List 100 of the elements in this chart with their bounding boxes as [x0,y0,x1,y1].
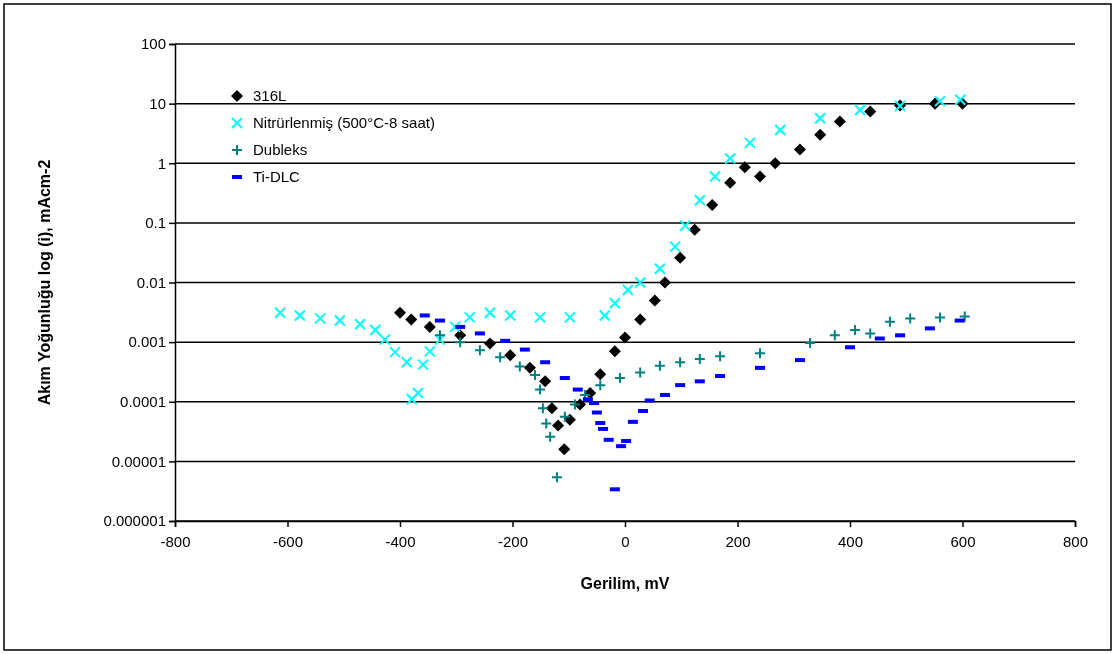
point [954,93,967,106]
point [333,314,346,327]
point [568,398,581,411]
point [293,309,306,322]
point [423,345,436,358]
point [714,350,727,363]
point [378,333,391,346]
point [828,329,841,342]
point [563,311,576,324]
point [550,471,563,484]
point [669,240,682,253]
point [417,358,430,371]
y-tick-label: 0.000001 [103,512,166,530]
point [754,170,766,183]
point [423,320,436,333]
point [540,417,553,430]
point [558,443,571,456]
y-tick-label: 0.001 [128,333,166,351]
point [463,311,476,324]
point [545,402,558,415]
point [864,105,877,118]
point [400,356,413,369]
point [473,344,486,357]
y-tick-label: 0.0001 [120,393,166,411]
point [274,306,287,319]
point [724,176,737,189]
point [594,379,607,392]
point [634,313,647,326]
x-tick-label: -600 [272,532,304,550]
point [619,331,631,344]
point [743,136,756,149]
point [454,336,467,349]
point [693,194,706,207]
y-tick-label: 10 [149,94,166,112]
y-axis-title: Akım Yoğunluğu log (i), mAcm-2 [36,159,53,406]
point [314,312,327,325]
legend-label: 316L [253,87,287,104]
point [904,312,917,325]
point [433,329,446,342]
point [634,276,647,289]
point [648,294,661,307]
point [934,311,946,324]
x-tick-label: 600 [950,532,976,550]
point [854,104,867,117]
point [814,128,827,141]
point [539,375,552,388]
point [369,323,382,336]
point [658,276,671,289]
point [412,387,424,400]
point [405,393,418,406]
point [934,95,946,108]
point [634,366,647,379]
point [679,219,692,232]
point [536,402,549,415]
point [883,315,896,328]
point [513,360,526,373]
point [653,359,666,372]
point [774,124,787,137]
point [793,143,806,156]
point [354,318,367,331]
point [688,223,701,236]
point [814,112,827,125]
x-tick-label: -200 [497,532,529,550]
y-tick-label: 100 [140,35,166,53]
legend-label: Nitrürlenmiş (500°C-8 saat) [253,114,435,131]
point [484,306,496,319]
point [709,170,721,183]
point [484,337,496,350]
point [598,309,611,322]
point [433,333,446,346]
point [653,262,666,275]
point [608,345,621,358]
point [754,347,766,360]
x-tick-label: -800 [160,532,191,550]
point [388,346,401,359]
point [504,349,517,362]
y-tick-label: 0.01 [136,273,166,291]
point [394,306,406,319]
point [833,115,846,128]
point [534,383,547,396]
point [594,368,607,381]
legend-label: Ti-DLC [253,168,301,185]
y-tick-label: 0.1 [145,214,166,232]
point [706,198,719,211]
point [558,410,571,423]
x-tick-label: -400 [385,532,416,550]
point [523,361,536,374]
y-tick-label: 0.00001 [111,452,166,470]
point [544,430,557,443]
point [621,283,634,296]
x-axis-title: Gerilim, mV [580,575,670,592]
point [405,313,418,326]
x-tick-label: 0 [621,532,630,550]
point [958,310,971,323]
x-tick-label: 400 [837,532,864,550]
point [494,351,507,364]
point [552,419,565,432]
x-tick-label: 200 [725,532,751,550]
point [534,311,547,324]
point [769,157,782,170]
